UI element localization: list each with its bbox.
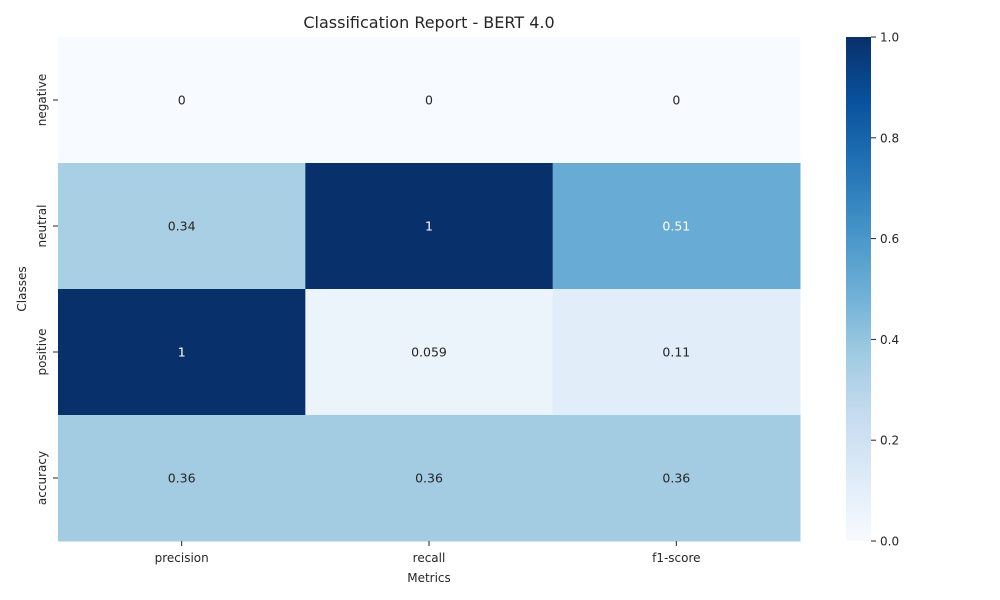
heatmap-cell-neutral-f1-score [552,163,801,290]
heatmap-cell-positive-recall [305,289,554,416]
colorbar [846,37,871,541]
x-tick-label-f1-score: f1-score [652,551,700,565]
cell-label-neutral-f1-score: 0.51 [662,219,690,234]
y-axis-title: Classes [15,266,29,311]
heatmap-cell-negative-recall [305,37,554,164]
colorbar-tick-label: 0.4 [880,333,899,347]
heatmap-cell-negative-f1-score [552,37,801,164]
colorbar-tick-label: 0.2 [880,434,899,448]
cell-label-positive-precision: 1 [178,345,186,360]
chart-title: Classification Report - BERT 4.0 [303,13,554,32]
heatmap-cell-accuracy-precision [58,415,306,542]
x-axis-title: Metrics [407,571,451,585]
colorbar-ticks: 0.0 0.2 0.4 0.6 0.8 1.0 [871,31,899,549]
colorbar-tick-label: 0.8 [880,131,899,145]
heatmap-cell-neutral-recall [305,163,554,290]
heatmap-cell-accuracy-recall [305,415,554,542]
y-axis-ticks: negative neutral positive accuracy [35,74,58,505]
cell-label-negative-f1-score: 0 [672,93,680,108]
heatmap-cells [58,37,801,542]
y-tick-label-accuracy: accuracy [35,451,49,505]
colorbar-tick-label: 0.6 [880,232,899,246]
cell-label-accuracy-f1-score: 0.36 [662,471,690,486]
x-tick-label-precision: precision [155,551,209,565]
heatmap-cell-positive-f1-score [552,289,801,416]
cell-label-neutral-recall: 1 [425,219,433,234]
colorbar-tick-label: 0.0 [880,535,899,549]
heatmap-cell-accuracy-f1-score [552,415,801,542]
heatmap-cell-positive-precision [58,289,306,416]
heatmap-cell-negative-precision [58,37,306,164]
cell-label-accuracy-precision: 0.36 [168,471,196,486]
x-axis-ticks: precision recall f1-score [155,541,701,565]
cell-label-accuracy-recall: 0.36 [415,471,443,486]
cell-label-positive-f1-score: 0.11 [662,345,690,360]
y-tick-label-neutral: neutral [35,205,49,248]
x-tick-label-recall: recall [413,551,446,565]
y-tick-label-positive: positive [35,328,49,375]
cell-label-negative-precision: 0 [178,93,186,108]
cell-label-positive-recall: 0.059 [411,345,447,360]
cell-label-negative-recall: 0 [425,93,433,108]
heatmap-cell-neutral-precision [58,163,306,290]
y-tick-label-negative: negative [35,74,49,126]
heatmap-cell-labels: 0 0 0 0.34 1 0.51 1 0.059 0.11 0.36 0.36 0.36 [168,93,691,486]
cell-label-neutral-precision: 0.34 [168,219,196,234]
colorbar-tick-label: 1.0 [880,31,899,45]
